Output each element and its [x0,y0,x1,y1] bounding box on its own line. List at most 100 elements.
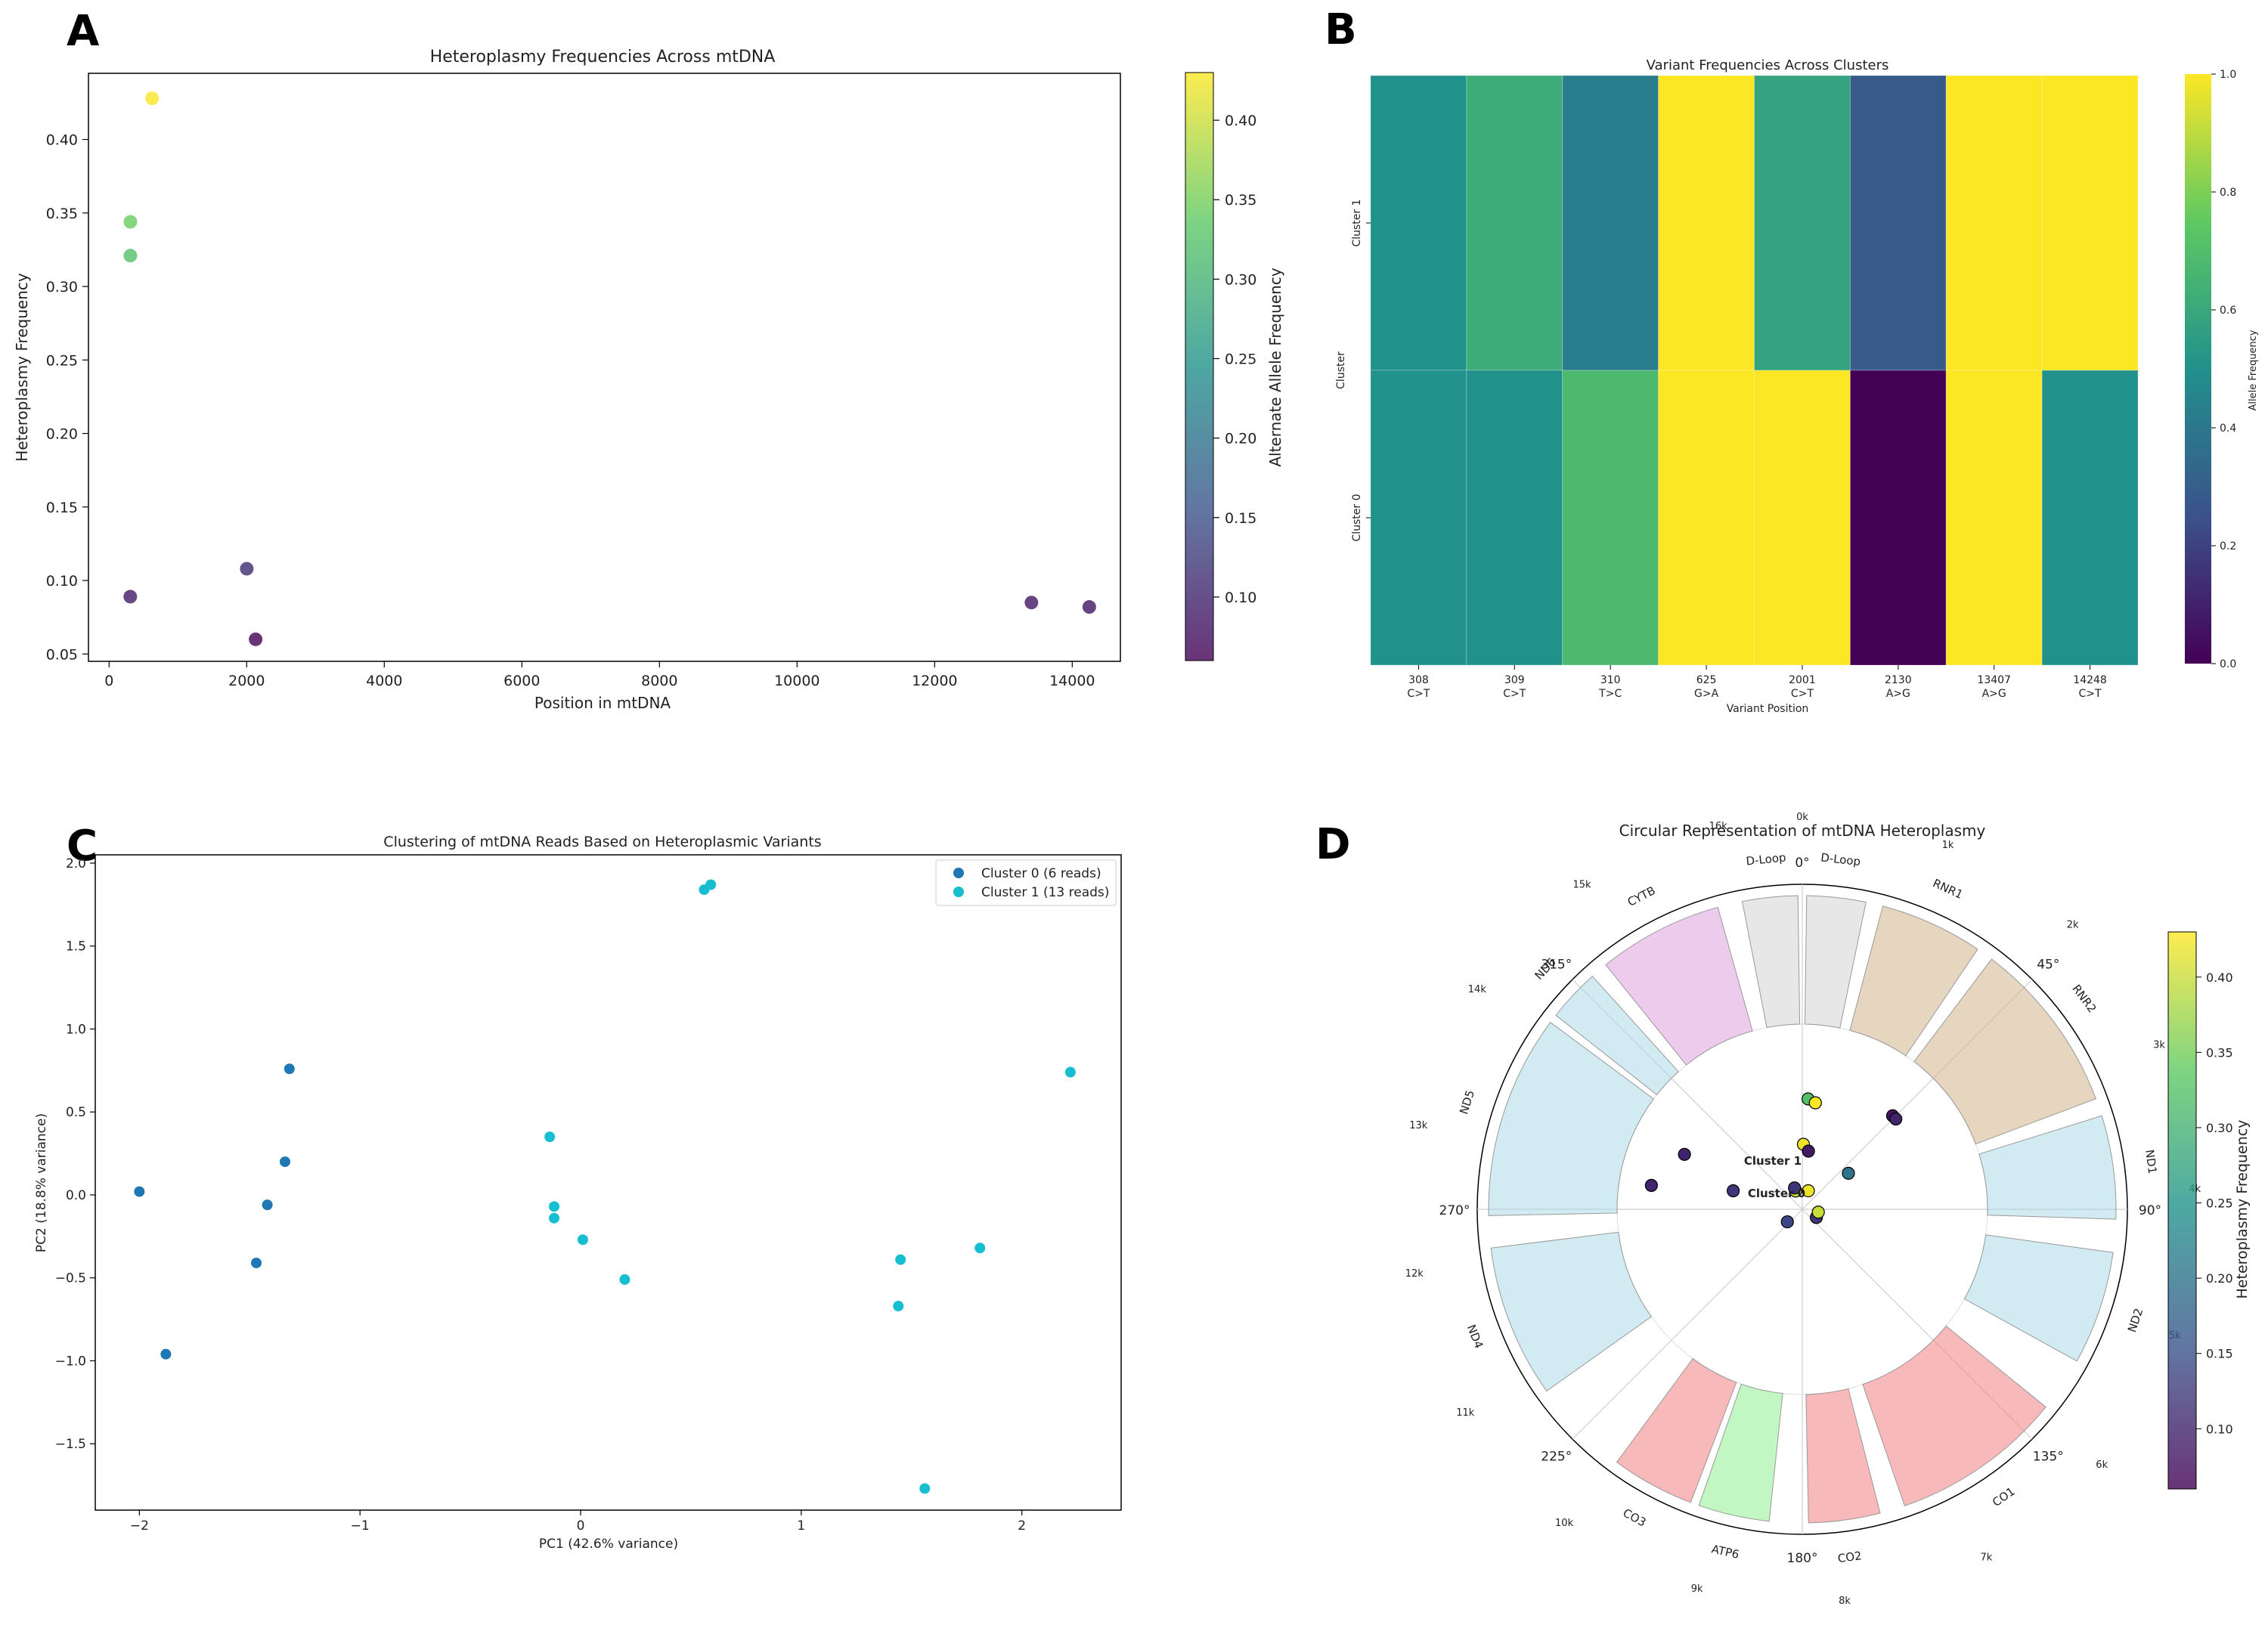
panel-a-colorbar-label: Alternate Allele Frequency [1266,268,1284,466]
panel-a-xlabel: Position in mtDNA [534,694,671,712]
panel-b-column-change: A>G [1982,688,2006,700]
panel-a-point [123,215,138,229]
panel-c-pca-scatter: Clustering of mtDNA Reads Based on Heter… [34,834,1122,1552]
panel-c-point-cluster-0 [134,1186,145,1197]
panel-c-point-cluster-0 [251,1257,262,1268]
panel-b-xlabel: Variant Position [1727,703,1809,715]
panel-a-xtick-label: 12000 [912,673,957,689]
panel-a-colorbar-tick-label: 0.20 [1225,431,1256,447]
panel-d-polar-plot: Circular Representation of mtDNA Heterop… [1405,812,2251,1607]
panel-d-point [1678,1147,1691,1161]
panel-b-column-change: C>T [1791,688,1814,700]
panel-d-position-label: 11k [1456,1407,1475,1419]
panel-c-ytick-label: −0.5 [55,1271,86,1286]
panel-a-colorbar-tick-label: 0.15 [1225,510,1256,527]
panel-d-gene-arc [1555,975,1679,1096]
panel-c-xtick-label: −2 [130,1518,149,1534]
panel-b-cell [1466,370,1563,666]
panel-b-row-label: Cluster 1 [1351,199,1363,246]
panel-b-cell [1754,370,1851,666]
legend-marker-cluster-0 [953,868,964,878]
panel-d-gene-label: RNR2 [2069,982,2099,1015]
panel-d-colorbar-label: Heteroplasmy Frequency [2234,1120,2251,1299]
panel-a-xtick-label: 14000 [1049,673,1095,689]
panel-d-position-label: 10k [1555,1518,1574,1529]
panel-a-point [1024,596,1039,610]
panel-c-point-cluster-1 [1064,1066,1076,1078]
panel-c-point-cluster-0 [279,1156,290,1168]
panel-c-ytick-label: −1.5 [55,1437,86,1452]
panel-c-point-cluster-1 [895,1254,906,1265]
panel-b-cell [1562,370,1659,666]
panel-d-gene-label: ND4 [1464,1323,1486,1351]
panel-b-colorbar-tick-label: 0.8 [2220,187,2236,199]
panel-c-ytick-label: −1.0 [55,1354,86,1369]
panel-b-cell [1658,370,1755,666]
panel-d-gene-label: ND1 [2143,1149,2159,1175]
panel-c-ytick-label: 0.5 [66,1105,86,1120]
panel-c-xtick-label: 1 [797,1518,805,1534]
panel-c-ylabel: PC2 (18.8% variance) [34,1113,49,1252]
panel-d-gene-label: CO1 [1990,1484,2017,1509]
panel-d-angle-label: 225° [1541,1449,1572,1464]
panel-d-position-label: 7k [1980,1552,1992,1564]
panel-c-point-cluster-1 [705,879,717,890]
panel-d-point [1644,1178,1658,1192]
panel-d-gene-label: CYTB [1625,884,1658,909]
panel-c-point-cluster-1 [549,1212,560,1224]
panel-d-colorbar-tick-label: 0.20 [2206,1271,2233,1286]
panel-d-angle-label: 90° [2139,1203,2161,1218]
panel-b-cell [1370,75,1467,371]
panel-label-b: B [1325,5,1357,54]
panel-d-point [1811,1206,1825,1219]
panel-d-angle-label: 45° [2037,958,2059,973]
panel-a-point [1082,600,1096,614]
panel-a-ytick-label: 0.10 [46,573,78,590]
panel-b-cell [1849,370,1947,666]
panel-d-gene-arc [1805,1388,1881,1524]
panel-c-point-cluster-1 [974,1243,986,1254]
panel-a-ytick-label: 0.15 [46,500,78,516]
panel-d-angle-label: 180° [1787,1551,1818,1566]
panel-b-column-change: A>G [1886,688,1910,700]
panel-d-title: Circular Representation of mtDNA Heterop… [1619,822,1986,840]
panel-a-ytick-label: 0.20 [46,426,78,443]
panel-b-column-change: C>T [1407,688,1430,700]
panel-d-position-label: 0k [1796,812,1808,823]
panel-d-point [1780,1215,1794,1229]
panel-b-column-change: C>T [2079,688,2102,700]
legend-label-cluster-1: Cluster 1 (13 reads) [981,885,1109,900]
panel-c-point-cluster-1 [577,1234,588,1246]
panel-d-gene-arc [1605,906,1753,1066]
panel-d-gene-arc [1804,895,1867,1029]
panel-c-ytick-label: 1.0 [66,1022,86,1037]
panel-a-colorbar-tick-label: 0.35 [1225,192,1256,209]
panel-c-xlabel: PC1 (42.6% variance) [539,1537,678,1552]
panel-c-plot-area [94,854,1122,1511]
panel-d-position-label: 8k [1839,1596,1851,1607]
panel-b-cell [1658,75,1755,371]
panel-b-column-change: G>A [1694,688,1719,700]
panel-a-title: Heteroplasmy Frequencies Across mtDNA [430,48,776,67]
panel-d-gene-label: D-Loop [1820,850,1861,868]
panel-c-point-cluster-0 [262,1199,273,1211]
panel-d-angle-label: 315° [1541,958,1572,973]
panel-d-gene-label: ATP6 [1710,1542,1740,1562]
panel-b-cell [1945,370,2043,666]
panel-d-gene-arc [1698,1383,1783,1522]
panel-d-colorbar-tick-label: 0.35 [2206,1045,2233,1060]
panel-c-point-cluster-1 [893,1301,904,1312]
panel-a-point [123,249,138,263]
panel-b-cell [2041,75,2139,371]
panel-c-ytick-label: 0.0 [66,1188,86,1203]
panel-d-point [1788,1181,1802,1195]
legend-marker-cluster-1 [953,887,964,897]
panel-d-angle-label: 0° [1795,856,1809,871]
panel-d-gene-arc [1913,958,2097,1145]
panel-b-ylabel: Cluster [1335,351,1347,389]
panel-d-position-label: 9k [1691,1583,1703,1595]
panel-c-ytick-label: 2.0 [66,856,86,871]
panel-b-cell [1945,75,2043,371]
panel-c-point-cluster-0 [284,1063,295,1075]
